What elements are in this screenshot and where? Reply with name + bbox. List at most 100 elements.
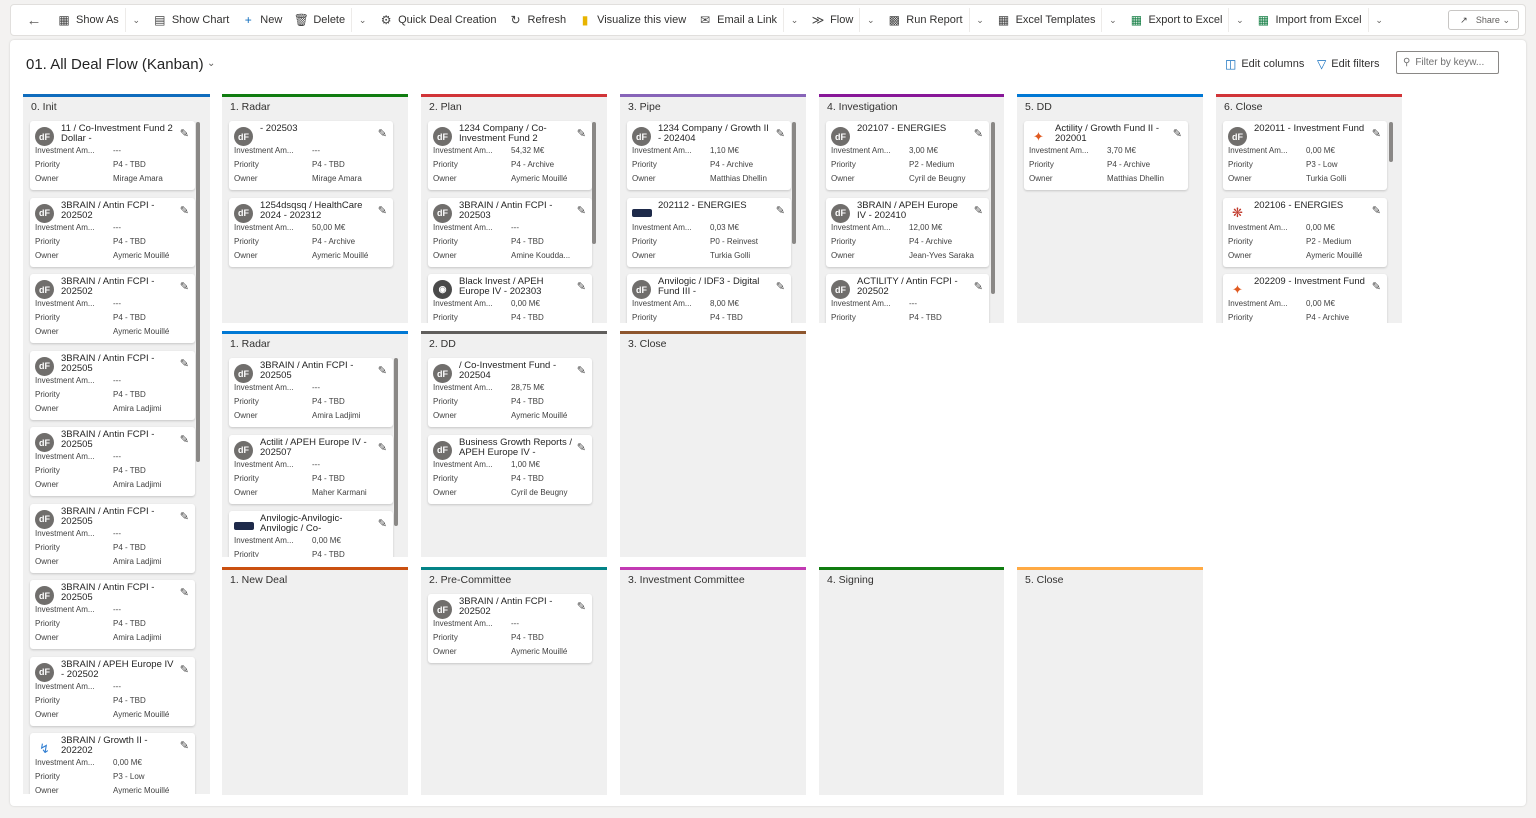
deal-title[interactable]: 3BRAIN / Antin FCPI - 202503	[459, 200, 553, 221]
edit-icon[interactable]: ✎	[377, 204, 387, 217]
deal-card[interactable]: dF 3BRAIN / Antin FCPI - 202505 ✎ Investmen…	[30, 503, 195, 573]
toolbar-button-2[interactable]: + New	[235, 8, 288, 32]
edit-icon[interactable]: ✎	[377, 128, 387, 140]
chevron-down-icon[interactable]: ⌄	[1101, 8, 1123, 32]
filter-input[interactable]: ⚲ Filter by keyw...	[1396, 51, 1499, 74]
deal-card[interactable]: dF 3BRAIN / Antin FCPI - 202502 ✎ Investmen…	[30, 274, 195, 343]
deal-title[interactable]: / Co-Investment Fund - 202504	[459, 361, 557, 381]
edit-icon[interactable]: ✎	[179, 510, 189, 523]
deal-title[interactable]: Business Growth Reports / APEH Europe IV…	[459, 437, 572, 458]
column-scrollbar[interactable]	[196, 122, 200, 462]
deal-card[interactable]: ◉ Black Invest / APEH Europe IV - 202303 ✎…	[428, 274, 592, 323]
edit-icon[interactable]: ✎	[576, 601, 586, 613]
deal-card[interactable]: ↯ 3BRAIN / Growth II - 202202 ✎ Investment …	[30, 733, 195, 794]
deal-title[interactable]: 3BRAIN / Growth II - 202202	[61, 736, 148, 756]
deal-title[interactable]: - 202503	[260, 124, 298, 134]
toolbar-button-6[interactable]: ▮ Visualize this view	[572, 8, 692, 32]
edit-icon[interactable]: ✎	[973, 281, 983, 293]
edit-filters-button[interactable]: ▽ Edit filters	[1317, 57, 1380, 71]
edit-icon[interactable]: ✎	[179, 663, 189, 676]
edit-icon[interactable]: ✎	[179, 740, 189, 752]
deal-title[interactable]: 202107 - ENERGIES	[857, 124, 947, 134]
deal-title[interactable]: 3BRAIN / APEH Europe IV - 202410	[857, 200, 958, 221]
deal-title[interactable]: 202106 - ENERGIES	[1254, 200, 1344, 211]
toolbar-button-1[interactable]: ▤ Show Chart	[147, 8, 235, 32]
deal-title[interactable]: 202209 - Investment Fund	[1254, 277, 1365, 287]
edit-icon[interactable]: ✎	[1172, 128, 1182, 140]
deal-card[interactable]: dF 1234 Company / Co-Investment Fund 2 ✎ In…	[428, 121, 592, 190]
column-scrollbar[interactable]	[394, 358, 398, 526]
edit-icon[interactable]: ✎	[179, 434, 189, 446]
deal-card[interactable]: dF 3BRAIN / APEH Europe IV - 202410 ✎ Inves…	[826, 197, 989, 267]
deal-card[interactable]: dF 202011 - Investment Fund ✎ Investment Am…	[1223, 121, 1387, 190]
deal-card[interactable]: dF 3BRAIN / Antin FCPI - 202505 ✎ Investmen…	[30, 427, 195, 496]
chevron-down-icon[interactable]: ⌄	[859, 8, 881, 32]
edit-icon[interactable]: ✎	[973, 128, 983, 140]
edit-icon[interactable]: ✎	[179, 281, 189, 293]
deal-card[interactable]: dF 3BRAIN / Antin FCPI - 202502 ✎ Investmen…	[30, 197, 195, 267]
toolbar-button-4[interactable]: ⚙ Quick Deal Creation	[373, 8, 502, 32]
edit-icon[interactable]: ✎	[377, 441, 387, 454]
deal-title[interactable]: Anvilogic / IDF3 - Digital Fund III -	[658, 277, 760, 297]
deal-card[interactable]: dF 3BRAIN / Antin FCPI - 202502 ✎ Investmen…	[428, 594, 592, 663]
deal-title[interactable]: 3BRAIN / Antin FCPI - 202502	[61, 200, 155, 221]
deal-card[interactable]: dF Actilit / APEH Europe IV - 202507 ✎ Inve…	[229, 434, 393, 504]
toolbar-button-5[interactable]: ↻ Refresh	[503, 8, 573, 32]
deal-card[interactable]: dF / Co-Investment Fund - 202504 ✎ Investme…	[428, 358, 592, 427]
column-scrollbar[interactable]	[792, 122, 796, 244]
deal-title[interactable]: 202011 - Investment Fund	[1254, 124, 1365, 134]
edit-icon[interactable]: ✎	[775, 281, 785, 293]
edit-icon[interactable]: ✎	[775, 204, 785, 217]
toolbar-button-12[interactable]: ▦ Import from Excel	[1250, 8, 1367, 32]
deal-title[interactable]: 3BRAIN / Antin FCPI - 202505	[260, 361, 354, 381]
toolbar-button-0[interactable]: ▦ Show As	[51, 8, 125, 32]
edit-icon[interactable]: ✎	[576, 281, 586, 293]
deal-title[interactable]: 3BRAIN / APEH Europe IV - 202502	[61, 659, 174, 680]
deal-card[interactable]: dF 1234 Company / Growth II - 202404 ✎ Inve…	[627, 121, 791, 190]
edit-icon[interactable]: ✎	[179, 204, 189, 217]
edit-icon[interactable]: ✎	[973, 204, 983, 217]
edit-columns-button[interactable]: ◫ Edit columns	[1225, 57, 1304, 71]
deal-title[interactable]: ACTILITY / Antin FCPI - 202502	[857, 277, 958, 297]
edit-icon[interactable]: ✎	[377, 365, 387, 377]
deal-card[interactable]: dF - 202503 ✎ Investment Am... --- Priority P4…	[229, 121, 393, 190]
deal-title[interactable]: 3BRAIN / Antin FCPI - 202505	[61, 583, 155, 603]
deal-title[interactable]: 202112 - ENERGIES	[658, 200, 747, 211]
deal-card[interactable]: dF ACTILITY / Antin FCPI - 202502 ✎ Investm…	[826, 274, 989, 323]
deal-title[interactable]: 3BRAIN / Antin FCPI - 202505	[61, 430, 155, 450]
deal-title[interactable]: 1234 Company / Co-Investment Fund 2	[459, 124, 547, 144]
toolbar-button-9[interactable]: ▩ Run Report	[881, 8, 968, 32]
deal-card[interactable]: ❋ 202106 - ENERGIES ✎ Investment Am... 0,00 …	[1223, 197, 1387, 267]
toolbar-button-8[interactable]: ≫ Flow	[805, 8, 859, 32]
edit-icon[interactable]: ✎	[576, 204, 586, 217]
edit-icon[interactable]: ✎	[1371, 128, 1381, 140]
share-button[interactable]: ↗ Share ⌄	[1447, 10, 1519, 30]
chevron-down-icon[interactable]: ⌄	[1367, 8, 1390, 32]
deal-title[interactable]: 3BRAIN / Antin FCPI - 202502	[459, 597, 553, 617]
deal-card[interactable]: dF Business Growth Reports / APEH Europe …	[428, 434, 592, 504]
deal-title[interactable]: 3BRAIN / Antin FCPI - 202502	[61, 277, 155, 297]
toolbar-button-7[interactable]: ✉ Email a Link	[692, 8, 783, 32]
deal-card[interactable]: dF Anvilogic / IDF3 - Digital Fund III - ✎…	[627, 274, 791, 323]
chevron-down-icon[interactable]: ⌄	[1228, 8, 1250, 32]
chevron-down-icon[interactable]: ⌄	[968, 8, 991, 32]
deal-title[interactable]: Black Invest / APEH Europe IV - 202303	[459, 277, 544, 297]
back-arrow-icon[interactable]: ←	[26, 11, 42, 29]
edit-icon[interactable]: ✎	[1371, 204, 1381, 217]
deal-title[interactable]: 3BRAIN / Antin FCPI - 202505	[61, 353, 155, 374]
deal-card[interactable]: dF 1254dsqsq / HealthCare 2024 - 202312 ✎ I…	[229, 197, 393, 267]
deal-card[interactable]: dF 202107 - ENERGIES ✎ Investment Am... 3,00…	[826, 121, 989, 190]
deal-card[interactable]: dF 3BRAIN / APEH Europe IV - 202502 ✎ Inves…	[30, 656, 195, 726]
deal-title[interactable]: Actilit / APEH Europe IV - 202507	[260, 437, 367, 458]
deal-title[interactable]: 3BRAIN / Antin FCPI - 202505	[61, 506, 155, 527]
toolbar-button-3[interactable]: 🗑 Delete	[288, 8, 351, 32]
column-scrollbar[interactable]	[1389, 122, 1393, 162]
deal-card[interactable]: ✦ 202209 - Investment Fund ✎ Investment Am.…	[1223, 274, 1387, 323]
deal-card[interactable]: 202112 - ENERGIES ✎ Investment Am... 0,03 M…	[627, 197, 791, 267]
deal-card[interactable]: Anvilogic-Anvilogic-Anvilogic / Co- ✎ Inve…	[229, 511, 393, 557]
deal-title[interactable]: 1254dsqsq / HealthCare 2024 - 202312	[260, 200, 363, 221]
edit-icon[interactable]: ✎	[1371, 281, 1381, 293]
edit-icon[interactable]: ✎	[179, 357, 189, 370]
deal-card[interactable]: dF 3BRAIN / Antin FCPI - 202505 ✎ Investmen…	[30, 580, 195, 649]
edit-icon[interactable]: ✎	[775, 128, 785, 140]
